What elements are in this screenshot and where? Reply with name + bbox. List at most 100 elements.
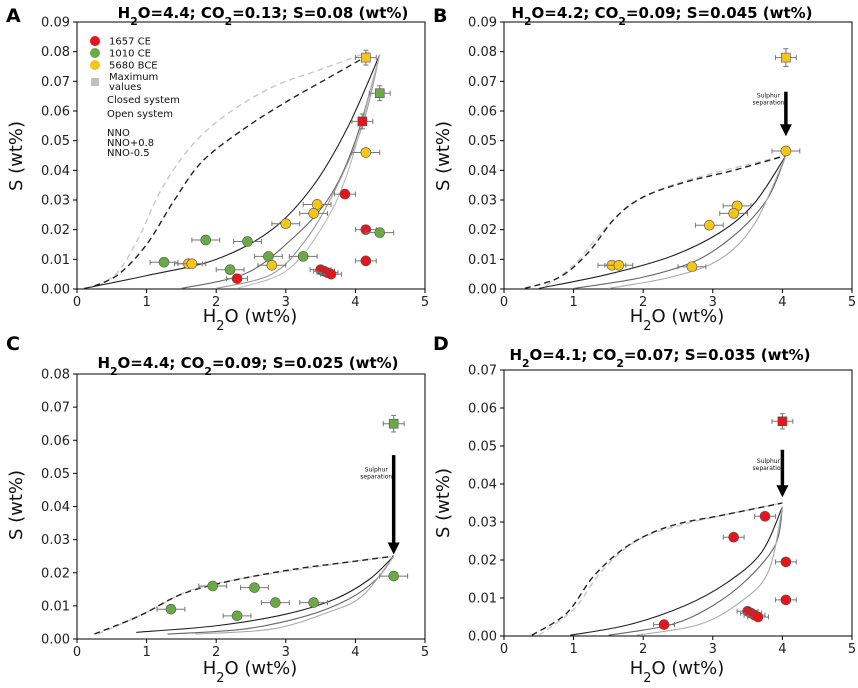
- data-point: [704, 219, 715, 231]
- x-tick-label: 5: [421, 645, 429, 660]
- data-point: [360, 147, 372, 158]
- legend-label: values: [109, 82, 142, 93]
- x-tick-label: 0: [73, 295, 81, 310]
- x-axis-label: H2O (wt%): [630, 658, 725, 686]
- y-tick-label: 0.04: [41, 500, 70, 515]
- legend-marker: [90, 48, 100, 58]
- legend-marker: [90, 36, 100, 46]
- y-tick-label: 0.05: [41, 467, 70, 482]
- panel-a: A H2O=4.4; CO2=0.13; S=0.08 (wt%) 0 1 2 3 4 5 0.…: [6, 4, 429, 334]
- y-tick-label: 0.07: [41, 75, 70, 90]
- x-tick-label: 1: [142, 295, 150, 310]
- annotation-text: separation: [360, 474, 392, 481]
- plot-area: [94, 414, 409, 635]
- model-curve-dashed: [94, 54, 370, 287]
- legend-buffer-label: NNO+0.8: [107, 138, 154, 149]
- y-tick-label: 0.02: [41, 566, 70, 581]
- arrow-head: [776, 485, 789, 498]
- y-tick-label: 0.03: [468, 516, 497, 531]
- y-tick-label: 0.00: [468, 630, 497, 645]
- y-tick-label: 0.00: [468, 283, 497, 298]
- data-point: [613, 259, 625, 271]
- data-point: [186, 258, 198, 270]
- legend-label: 1010 CE: [109, 49, 151, 60]
- y-tick-label: 0.03: [41, 533, 70, 548]
- y-tick-label: 0.09: [468, 16, 497, 31]
- chart-title: H2O=4.4; CO2=0.09; S=0.025 (wt%): [97, 354, 398, 378]
- y-tick-label: 0.04: [468, 164, 497, 179]
- x-tick-label: 5: [848, 642, 856, 657]
- data-point: [165, 603, 177, 615]
- y-tick-label: 0.06: [468, 105, 497, 120]
- x-tick-label: 5: [848, 295, 856, 310]
- data-point: [207, 580, 219, 592]
- data-point: [360, 255, 372, 267]
- annotation-text: separation: [753, 100, 785, 107]
- y-tick-label: 0.02: [41, 223, 70, 238]
- y-tick-label: 0.06: [41, 105, 70, 120]
- panel-d: D H2O=4.1; CO2=0.07; S=0.035 (wt%) 0 1 2 3 4 5 0…: [433, 333, 856, 686]
- chart-title: H2O=4.1; CO2=0.07; S=0.035 (wt%): [509, 346, 810, 370]
- y-tick-label: 0.08: [468, 45, 497, 60]
- annotation-text: Sulphur: [365, 467, 389, 474]
- max-value-marker: [777, 416, 788, 427]
- plot-frame: [76, 373, 426, 640]
- x-tick-label: 2: [639, 295, 647, 310]
- model-curve-solid: [608, 155, 787, 289]
- data-point: [780, 594, 792, 606]
- panel-b: B H2O=4.2; CO2=0.09; S=0.045 (wt%) 0 1 2 3 4 5 0…: [433, 4, 856, 334]
- chart-title: H2O=4.2; CO2=0.09; S=0.045 (wt%): [511, 4, 812, 28]
- legend-line-label: Open system: [107, 109, 173, 120]
- panel-label: B: [433, 5, 447, 27]
- data-point: [297, 251, 309, 262]
- arrow-head: [387, 542, 400, 555]
- model-curve-solid: [236, 54, 381, 289]
- max-value-marker: [388, 418, 399, 429]
- model-curve-solid: [636, 506, 783, 636]
- data-point: [200, 234, 212, 246]
- plot-area: [83, 49, 395, 289]
- panel-c: C H2O=4.4; CO2=0.09; S=0.025 (wt%) 0 1 2 3 4 5 0…: [6, 333, 429, 686]
- y-tick-label: 0.03: [41, 194, 70, 209]
- model-curve-solid: [136, 555, 395, 633]
- data-point: [325, 268, 337, 280]
- plot-frame: [76, 21, 426, 290]
- y-tick-label: 0.00: [41, 283, 70, 298]
- data-point: [311, 199, 323, 210]
- y-tick-label: 0.05: [468, 440, 497, 455]
- x-axis-label: H2O (wt%): [203, 658, 298, 686]
- legend-marker-square: [91, 78, 99, 86]
- x-tick-label: 0: [500, 642, 508, 657]
- y-tick-label: 0.01: [468, 253, 497, 268]
- model-curve-dashed: [531, 502, 783, 636]
- data-point: [759, 510, 771, 522]
- model-curve-dashed: [524, 154, 787, 289]
- x-tick-label: 2: [212, 295, 220, 310]
- y-tick-label: 0.07: [468, 364, 497, 379]
- arrow-head: [779, 124, 792, 137]
- model-curve-solid: [216, 54, 381, 289]
- y-axis-label: S (wt%): [6, 470, 27, 540]
- data-point: [308, 597, 319, 608]
- x-tick-label: 3: [709, 295, 717, 310]
- x-axis-label: H2O (wt%): [630, 306, 725, 334]
- legend-buffer-label: NNO-0.5: [107, 148, 150, 159]
- model-curve-solid: [538, 155, 787, 289]
- x-tick-label: 4: [351, 645, 359, 660]
- data-point: [728, 531, 739, 543]
- chart-title: H2O=4.4; CO2=0.13; S=0.08 (wt%): [118, 4, 409, 28]
- y-tick-label: 0.06: [468, 402, 497, 417]
- x-tick-label: 1: [142, 645, 150, 660]
- panel-label: D: [433, 333, 449, 355]
- annotation-text: Sulphur: [757, 93, 781, 100]
- max-value-marker: [357, 116, 368, 127]
- x-tick-label: 1: [569, 295, 577, 310]
- model-curve-dashed: [97, 555, 394, 635]
- y-axis-label: S (wt%): [6, 121, 27, 191]
- data-point: [780, 145, 792, 157]
- x-tick-label: 4: [351, 295, 359, 310]
- y-tick-label: 0.04: [41, 164, 70, 179]
